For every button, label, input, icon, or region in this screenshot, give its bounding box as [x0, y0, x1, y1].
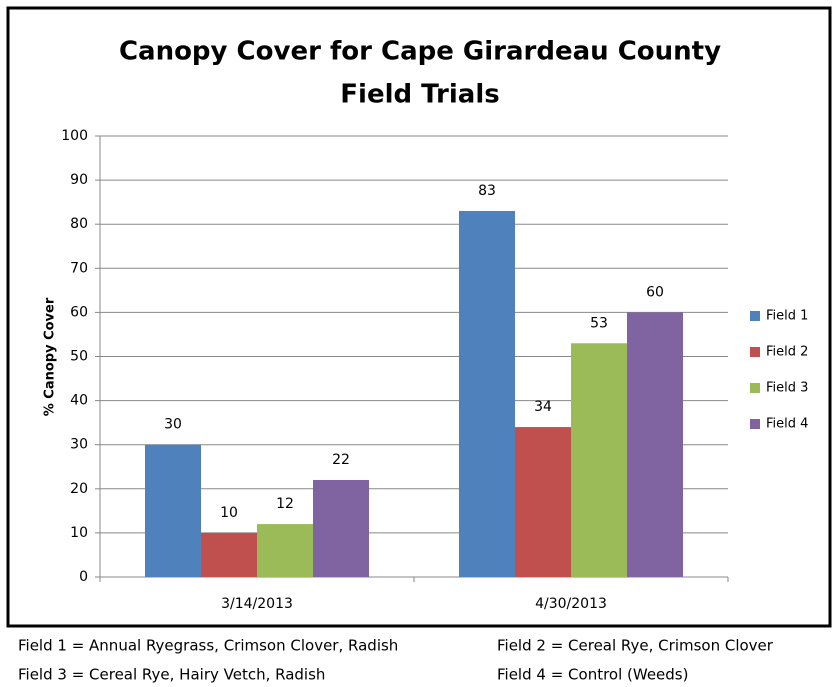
y-tick-label: 100: [61, 128, 88, 144]
y-tick-label: 90: [70, 172, 88, 188]
bar: [571, 343, 627, 577]
legend-swatch: [750, 311, 760, 321]
y-tick-label: 50: [70, 349, 88, 365]
note: Field 1 = Annual Ryegrass, Crimson Clove…: [18, 637, 398, 655]
y-tick-label: 30: [70, 437, 88, 453]
bar: [515, 427, 571, 577]
bar: [201, 532, 257, 577]
bar: [145, 444, 201, 577]
y-tick-label: 20: [70, 481, 88, 497]
x-tick-label: 3/14/2013: [221, 596, 293, 612]
data-label: 22: [332, 452, 350, 468]
legend-label: Field 3: [766, 381, 808, 396]
note: Field 2 = Cereal Rye, Crimson Clover: [497, 637, 774, 655]
data-label: 12: [276, 496, 294, 512]
y-tick-label: 70: [70, 260, 88, 276]
chart-title: Canopy Cover for Cape Girardeau County: [119, 37, 721, 67]
y-axis-label: % Canopy Cover: [43, 297, 58, 416]
legend-swatch: [750, 419, 760, 429]
bar: [313, 479, 369, 577]
legend-swatch: [750, 347, 760, 357]
bar: [627, 312, 683, 577]
data-label: 53: [590, 315, 608, 331]
x-tick-label: 4/30/2013: [535, 596, 607, 612]
data-label: 10: [220, 505, 238, 521]
y-tick-label: 0: [79, 569, 88, 585]
bar: [257, 524, 313, 577]
legend-swatch: [750, 383, 760, 393]
data-label: 34: [534, 399, 552, 415]
note: Field 4 = Control (Weeds): [497, 666, 688, 684]
data-label: 30: [164, 417, 182, 433]
y-tick-label: 60: [70, 304, 88, 320]
chart-title: Field Trials: [340, 80, 499, 110]
y-tick-label: 40: [70, 393, 88, 409]
data-label: 83: [478, 183, 496, 199]
chart-border: [6, 6, 832, 628]
y-tick-label: 10: [70, 525, 88, 541]
legend-label: Field 2: [766, 345, 808, 360]
y-tick-label: 80: [70, 216, 88, 232]
data-label: 60: [646, 284, 664, 300]
legend-label: Field 4: [766, 417, 808, 432]
legend-label: Field 1: [766, 309, 808, 324]
bar: [459, 210, 515, 577]
note: Field 3 = Cereal Rye, Hairy Vetch, Radis…: [18, 666, 325, 684]
